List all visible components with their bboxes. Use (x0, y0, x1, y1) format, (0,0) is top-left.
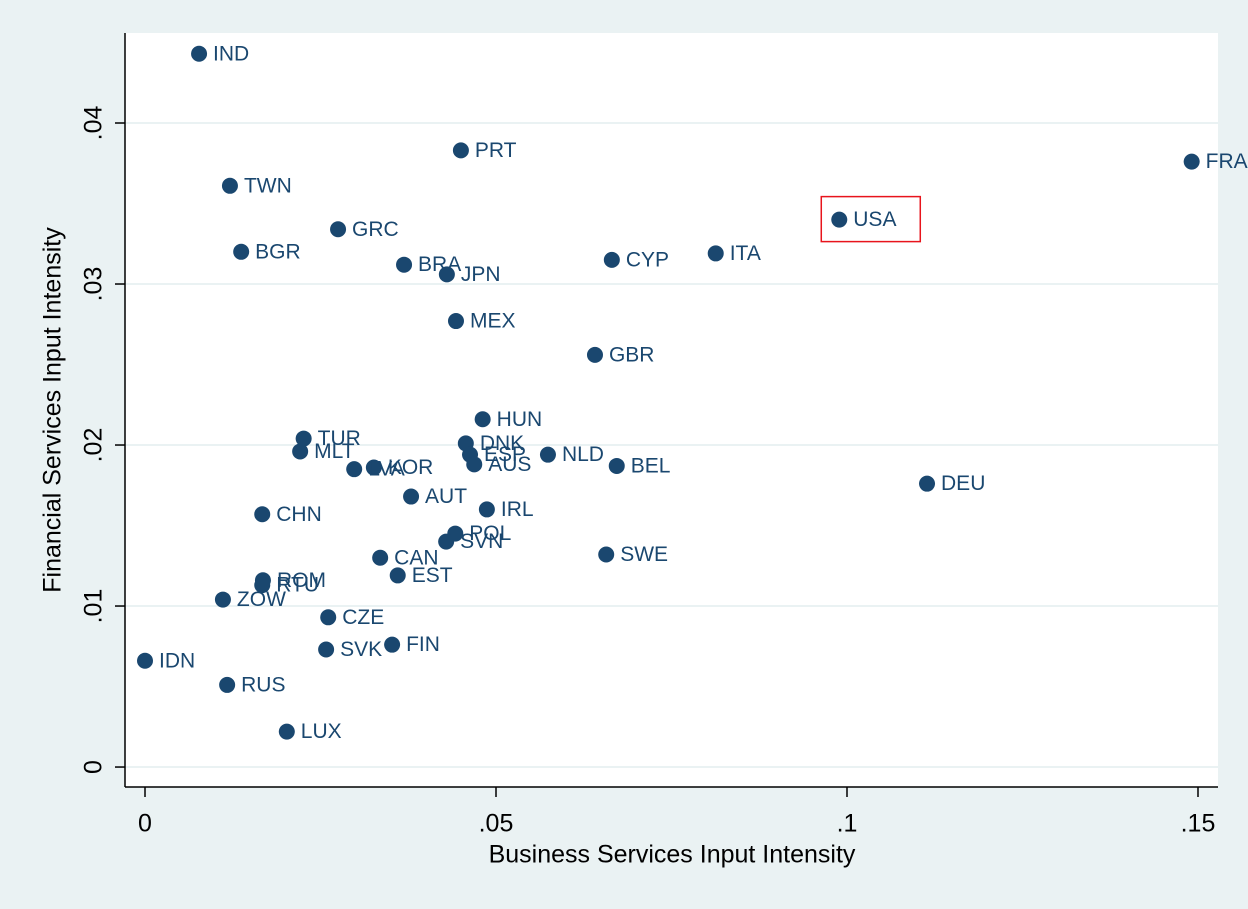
point-label: LVA (368, 458, 405, 481)
point-label: GBR (609, 343, 655, 366)
point (254, 506, 271, 523)
point-label: ITA (730, 242, 761, 265)
y-tick-label: .02 (80, 428, 108, 463)
point (320, 609, 337, 626)
point (292, 443, 309, 460)
point-label: DEU (941, 472, 985, 495)
point (598, 546, 615, 563)
point (384, 636, 401, 653)
point-label: CAN (394, 546, 438, 569)
point-label: ZOW (237, 588, 286, 611)
point-label: BEL (631, 454, 671, 477)
plot-area (125, 33, 1218, 787)
point (137, 652, 154, 669)
point-label: KOR (388, 456, 434, 479)
point-label: FIN (406, 633, 440, 656)
y-tick-label: 0 (80, 760, 108, 774)
y-tick-label: .01 (80, 589, 108, 624)
point (608, 457, 625, 474)
point (221, 177, 238, 194)
point-label: RTU (276, 574, 319, 597)
point-label: JPN (461, 263, 501, 286)
point-label: HUN (497, 408, 543, 431)
point-label: SVN (460, 530, 503, 553)
point (372, 549, 389, 566)
point (396, 256, 413, 273)
point (389, 567, 406, 584)
point (1183, 153, 1200, 170)
point (919, 475, 936, 492)
point-label: IDN (159, 649, 195, 672)
point (295, 430, 312, 447)
point-label: MLT (314, 440, 355, 463)
point-label: AUT (425, 485, 467, 508)
point (365, 459, 382, 476)
point (438, 266, 455, 283)
point-label: CZE (342, 606, 384, 629)
point (330, 221, 347, 238)
point-label: TWN (244, 174, 292, 197)
point-label: SVK (340, 638, 382, 661)
point-label: MEX (470, 310, 516, 333)
point (438, 533, 455, 550)
point-label: LUX (301, 720, 342, 743)
point (478, 501, 495, 518)
point-label: RUS (241, 673, 285, 696)
point (254, 577, 271, 594)
y-axis-label: Financial Services Input Intensity (39, 227, 67, 593)
point (403, 488, 420, 505)
point-label: FRA (1206, 150, 1248, 173)
point (707, 245, 724, 262)
point-label: NLD (562, 443, 604, 466)
point (233, 243, 250, 260)
point (586, 346, 603, 363)
point-label: CYP (626, 248, 669, 271)
point-label: ROM (277, 569, 326, 592)
point-label: BGR (255, 240, 301, 263)
point (447, 313, 464, 330)
point-label: AUS (488, 453, 531, 476)
point (318, 641, 335, 658)
point-label: ESP (484, 443, 526, 466)
point-label: TUR (318, 427, 361, 450)
x-tick-label: .1 (837, 810, 858, 838)
point-label: IND (213, 42, 249, 65)
y-tick-label: .04 (80, 106, 108, 141)
x-tick-label: 0 (138, 810, 152, 838)
y-tick-label: .03 (80, 267, 108, 302)
point (539, 446, 556, 463)
highlight-box (820, 195, 922, 243)
point-label: IRL (501, 498, 534, 521)
point-label: USA (853, 208, 896, 231)
point-label: SWE (620, 543, 668, 566)
point-label: GRC (352, 218, 399, 241)
point (603, 251, 620, 268)
point (831, 211, 848, 228)
point (346, 461, 363, 478)
x-tick-label: .15 (1181, 810, 1216, 838)
point (452, 142, 469, 159)
point (278, 723, 295, 740)
point (474, 411, 491, 428)
point (466, 456, 483, 473)
point (219, 676, 236, 693)
point-label: POL (469, 522, 511, 545)
point (191, 45, 208, 62)
point-label: DNK (480, 432, 524, 455)
x-tick-label: .05 (479, 810, 514, 838)
point-label: CHN (276, 503, 322, 526)
point (214, 591, 231, 608)
point-label: EST (412, 564, 453, 587)
point-label: PRT (475, 139, 517, 162)
x-axis-label: Business Services Input Intensity (489, 841, 856, 869)
